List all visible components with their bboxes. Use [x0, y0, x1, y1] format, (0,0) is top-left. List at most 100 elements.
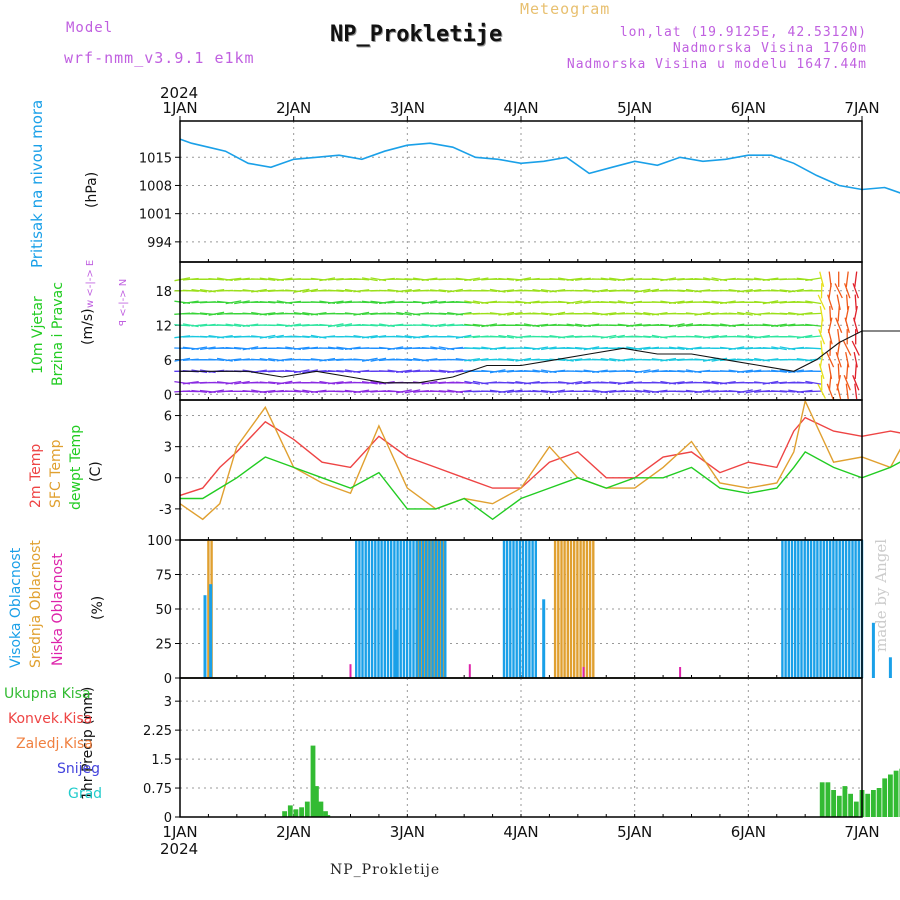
wind-barb — [711, 324, 728, 327]
wind-barb — [549, 278, 566, 281]
wind-barb — [293, 369, 310, 374]
wind-barb — [430, 346, 446, 351]
mid-cloud-bar — [553, 540, 557, 678]
wind-barb — [677, 300, 694, 304]
y-tick-label: 2.25 — [143, 724, 172, 739]
y-tick-label: 6 — [164, 354, 172, 369]
wind-barb — [643, 288, 660, 293]
wind-speed-line — [180, 330, 900, 384]
wind-barb — [234, 300, 250, 305]
wind-barb — [575, 380, 591, 385]
wind-barb — [259, 300, 276, 304]
wind-barb — [826, 383, 834, 400]
wind-barb — [711, 335, 728, 339]
wind-barb — [805, 323, 822, 327]
wind-barb — [845, 294, 849, 310]
pressure-line — [179, 138, 900, 194]
high-cloud-bar — [525, 540, 528, 678]
wind-barb — [634, 288, 651, 293]
high-cloud-bar — [835, 540, 838, 678]
wind-barb — [617, 277, 634, 282]
wind-barb — [600, 334, 617, 339]
top-date-label: 4JAN — [503, 99, 538, 117]
wind-barb — [634, 346, 651, 350]
footer-station: NP_Prokletije — [330, 862, 441, 878]
wind-barb — [828, 375, 832, 391]
wind-barb — [677, 289, 694, 292]
high-cloud-bar — [355, 540, 358, 678]
wind-barb — [319, 347, 336, 350]
wind-barb — [771, 300, 787, 304]
wind-barb — [498, 369, 515, 373]
high-cloud-bar — [409, 540, 412, 678]
wind-barb — [651, 311, 668, 316]
y-tick-label: 1.5 — [151, 753, 172, 768]
wind-barb — [498, 277, 515, 281]
wind-barb — [413, 334, 429, 339]
wind-barb — [771, 289, 787, 293]
bottom-date-label: 3JAN — [390, 823, 425, 841]
wind-barb — [344, 335, 361, 338]
model-label: Model — [66, 20, 114, 36]
wind-barb — [234, 380, 250, 385]
high-cloud-bar — [412, 540, 415, 678]
wind-barb — [685, 346, 702, 351]
wind-barb — [387, 346, 404, 351]
wind-barb — [796, 381, 813, 385]
wind-barb — [817, 294, 826, 310]
high-cloud-bar — [367, 540, 371, 678]
wind-barb — [591, 278, 609, 281]
high-cloud-bar — [531, 540, 534, 678]
wind-barb — [310, 389, 327, 394]
bottom-date-label: 4JAN — [503, 823, 538, 841]
wind-barb — [711, 357, 728, 362]
wind-barb — [344, 346, 361, 351]
low-cloud-bar — [468, 664, 471, 678]
wind-barb — [557, 324, 574, 327]
high-cloud-bar — [374, 540, 377, 678]
high-cloud-bar — [377, 540, 380, 678]
wind-barb — [845, 363, 849, 379]
wind-barb — [259, 277, 276, 281]
wind-barb — [225, 277, 242, 281]
wind-barb — [199, 335, 216, 338]
high-cloud-bar — [512, 540, 515, 678]
wind-barb — [430, 289, 446, 293]
wind-barb — [677, 323, 694, 328]
wind-barb — [174, 323, 191, 327]
precip-bar — [831, 790, 836, 817]
wind-barb — [837, 363, 840, 379]
wind-barb — [566, 277, 583, 281]
wind-barb — [796, 312, 813, 316]
wind-barb — [549, 311, 566, 316]
wind-barb — [515, 323, 532, 327]
wind-barb — [353, 289, 370, 293]
wind-barb — [515, 335, 532, 339]
wind-barb — [489, 335, 506, 338]
wind-barb — [805, 300, 822, 305]
mid-cloud-bar — [588, 540, 592, 678]
wind-barb — [532, 288, 549, 293]
wind-barb — [481, 323, 498, 328]
precip-legend-convective: Konvek.Kisa — [8, 711, 93, 727]
wind-barb — [852, 317, 859, 333]
wind-barb — [837, 306, 840, 322]
wind-barb — [174, 357, 191, 362]
wind-barb — [208, 311, 225, 316]
high-cloud-bar — [822, 540, 825, 678]
high-cloud-bar — [415, 540, 418, 678]
mid-cloud-bar — [433, 540, 436, 678]
top-date-label: 6JAN — [731, 99, 766, 117]
wind-barb — [728, 312, 745, 316]
wind-barb — [404, 358, 421, 361]
partial-cloud-bar — [209, 584, 213, 678]
wind-barb — [481, 300, 498, 304]
wind-barb — [319, 357, 336, 362]
high-cloud-bar — [396, 540, 399, 678]
wind-barb — [668, 381, 685, 385]
wind-barb — [719, 300, 736, 305]
precip-bar — [282, 811, 287, 817]
wind-barb — [532, 346, 549, 351]
precip-bar — [287, 805, 293, 817]
wind-barb — [745, 358, 762, 361]
